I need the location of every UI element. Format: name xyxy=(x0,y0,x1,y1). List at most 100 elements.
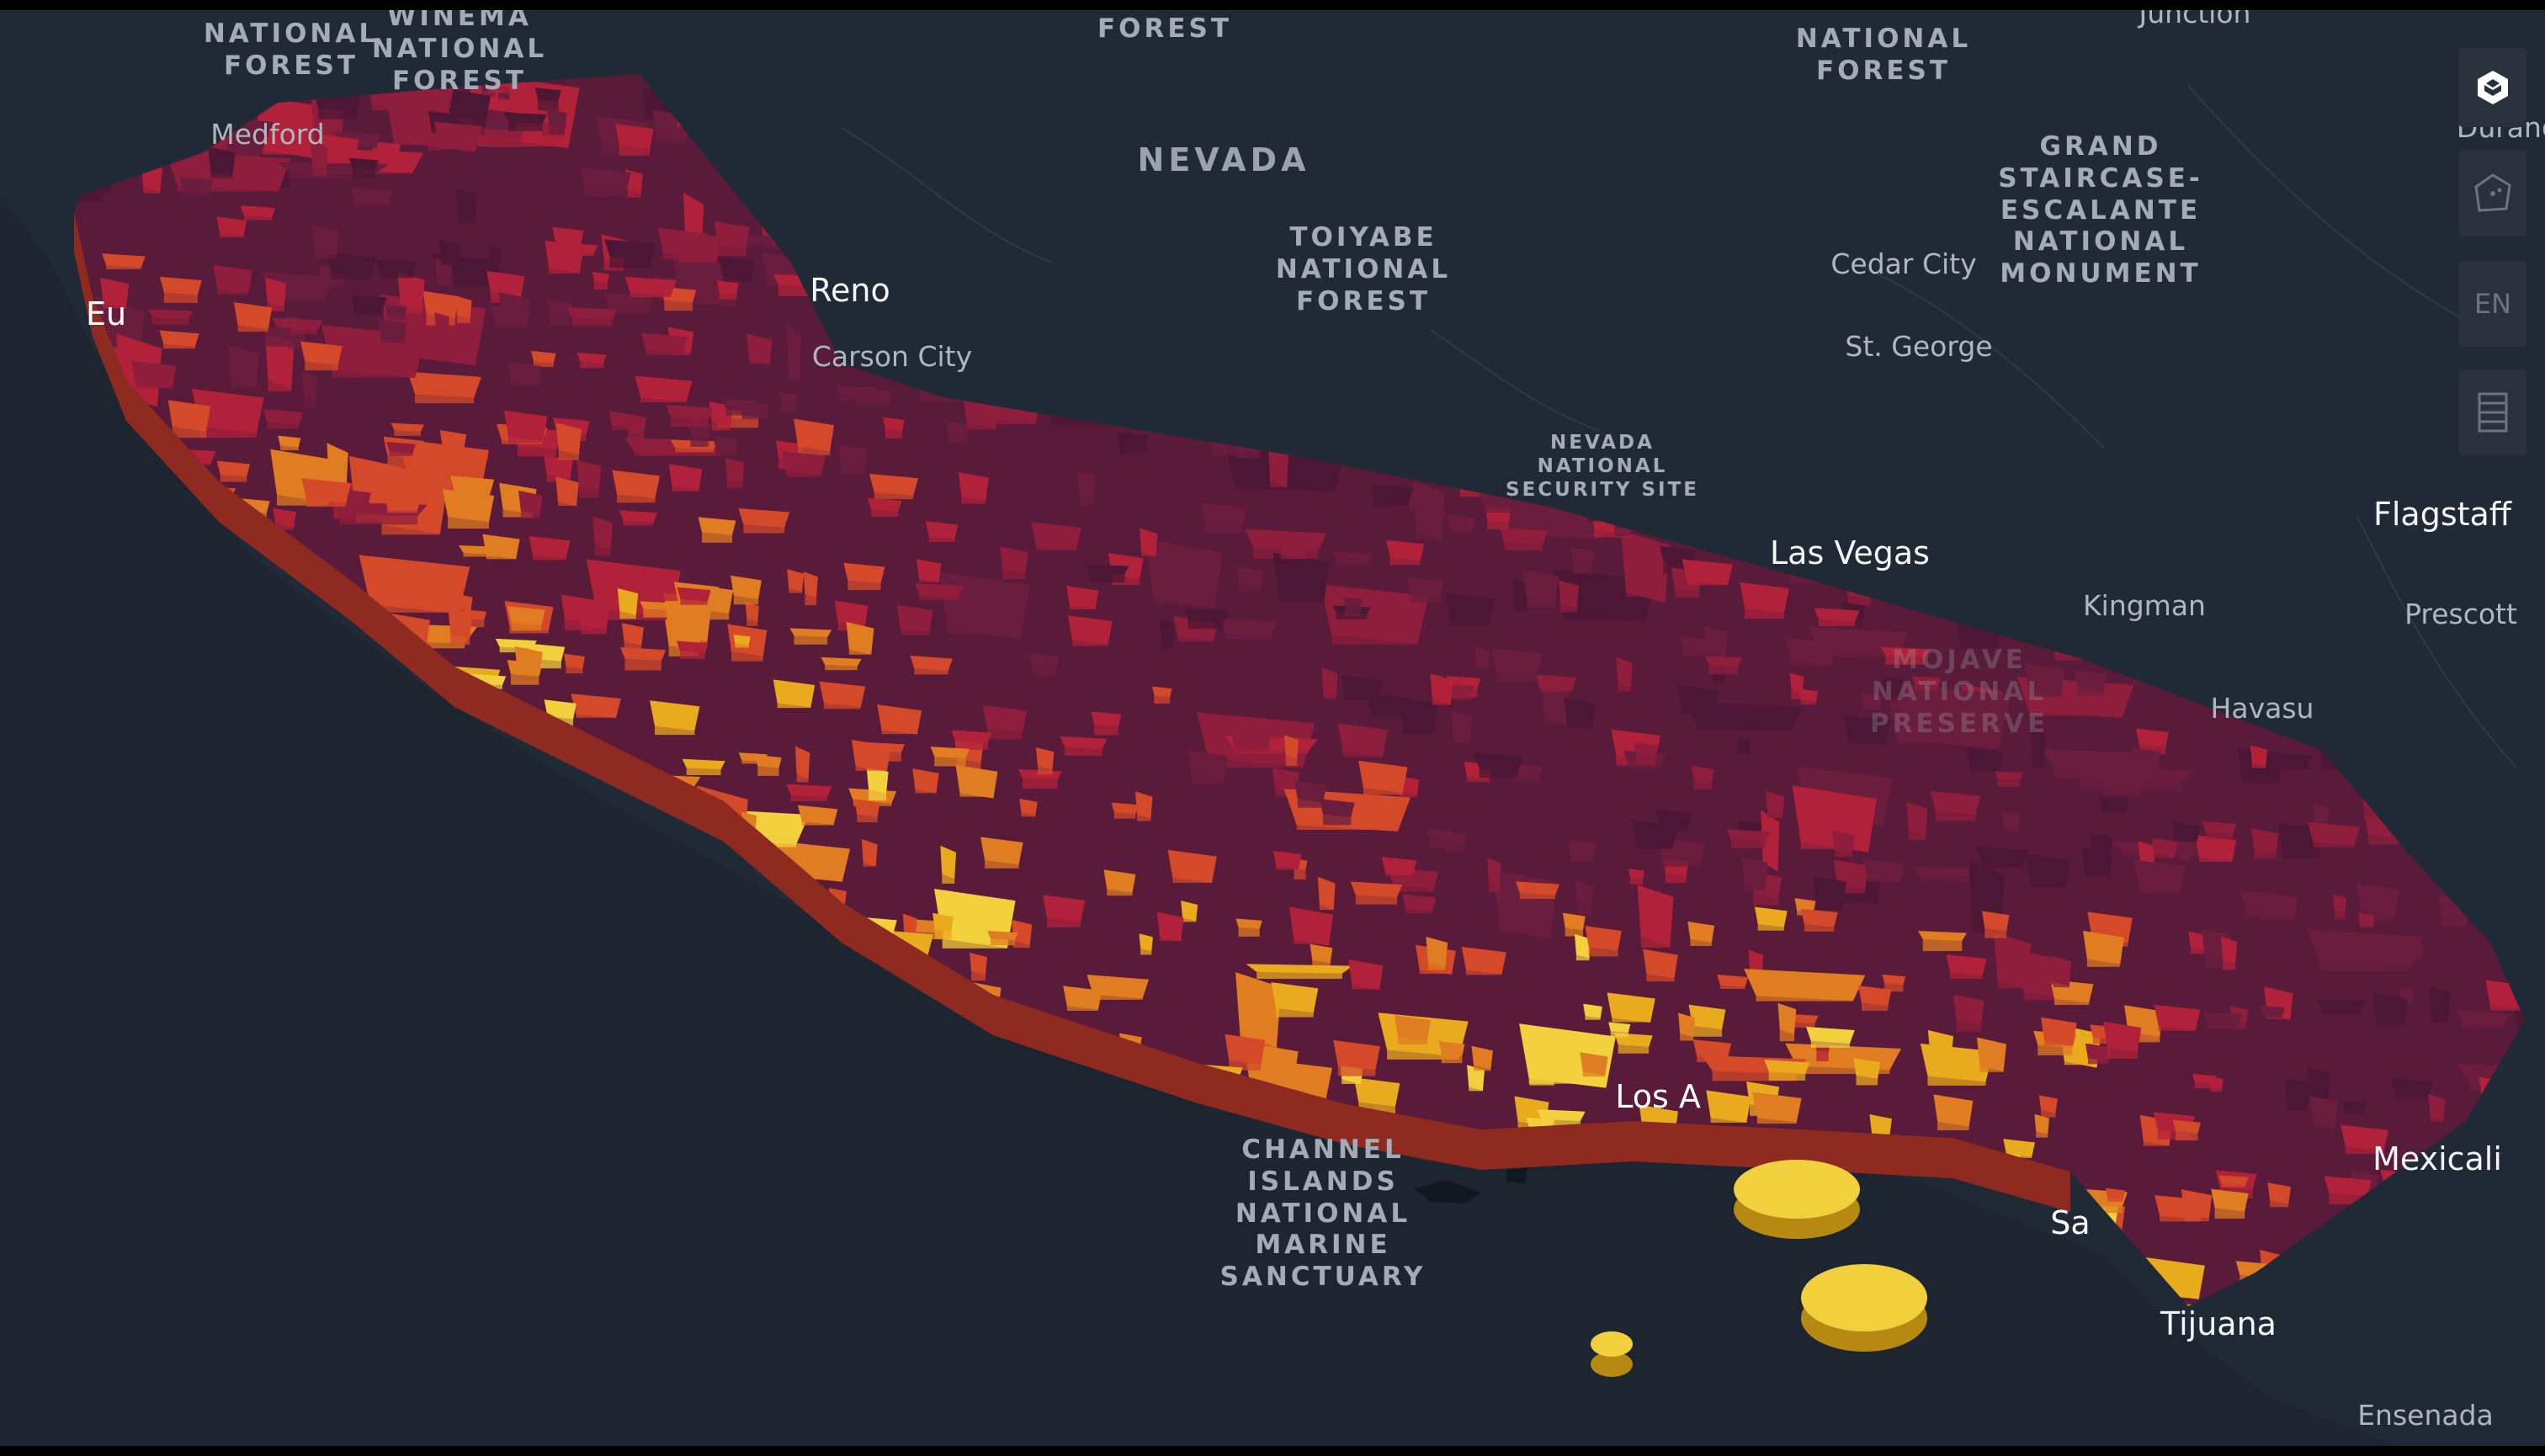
choropleth-cell[interactable] xyxy=(921,1135,951,1145)
choropleth-cell[interactable] xyxy=(700,1172,727,1191)
choropleth-cell[interactable] xyxy=(407,1021,440,1049)
choropleth-cell[interactable] xyxy=(583,1150,598,1177)
choropleth-cell[interactable] xyxy=(2042,748,2160,774)
choropleth-cell[interactable] xyxy=(592,516,613,550)
choropleth-cell[interactable] xyxy=(385,305,407,316)
choropleth-cell[interactable] xyxy=(1235,918,1262,929)
choropleth-cell[interactable] xyxy=(524,990,571,1011)
choropleth-cell[interactable] xyxy=(98,707,147,720)
choropleth-cell[interactable] xyxy=(1575,880,1594,907)
choropleth-cell[interactable] xyxy=(1512,577,1529,609)
choropleth-cell[interactable] xyxy=(464,961,485,989)
choropleth-cell[interactable] xyxy=(88,852,125,866)
choropleth-cell[interactable] xyxy=(787,569,805,592)
choropleth-cell[interactable] xyxy=(531,1137,564,1163)
choropleth-cell[interactable] xyxy=(209,582,245,607)
choropleth-cell[interactable] xyxy=(693,995,720,1028)
choropleth-cell[interactable] xyxy=(746,929,774,949)
choropleth-cell[interactable] xyxy=(507,606,545,625)
choropleth-cell[interactable] xyxy=(930,747,970,759)
choropleth-cell[interactable] xyxy=(1019,799,1038,816)
choropleth-cell[interactable] xyxy=(515,837,549,864)
choropleth-cell[interactable] xyxy=(68,815,105,829)
choropleth-cell[interactable] xyxy=(2356,883,2399,917)
choropleth-cell[interactable] xyxy=(1869,1113,1892,1137)
choropleth-cell[interactable] xyxy=(398,1249,429,1281)
choropleth-cell[interactable] xyxy=(2100,772,2147,792)
choropleth-cell[interactable] xyxy=(1430,673,1453,705)
choropleth-cell[interactable] xyxy=(362,1209,396,1238)
choropleth-cell[interactable] xyxy=(2154,1004,2201,1030)
choropleth-cell[interactable] xyxy=(733,634,751,646)
choropleth-cell[interactable] xyxy=(1522,570,1559,602)
choropleth-cell[interactable] xyxy=(1794,898,1816,913)
choropleth-cell[interactable] xyxy=(305,1216,422,1281)
choropleth-cell[interactable] xyxy=(940,845,957,879)
choropleth-cell[interactable] xyxy=(54,437,71,463)
choropleth-cell[interactable] xyxy=(1744,969,1866,1002)
choropleth-cell[interactable] xyxy=(310,846,325,856)
choropleth-cell[interactable] xyxy=(813,1022,842,1037)
choropleth-cell[interactable] xyxy=(762,1283,786,1299)
choropleth-cell[interactable] xyxy=(375,259,418,272)
choropleth-cell[interactable] xyxy=(482,1183,519,1195)
choropleth-cell[interactable] xyxy=(382,1193,417,1223)
choropleth-cell[interactable] xyxy=(1446,676,1481,688)
choropleth-cell[interactable] xyxy=(417,1012,432,1041)
choropleth-cell[interactable] xyxy=(1985,1297,2013,1330)
choropleth-cell[interactable] xyxy=(2105,1188,2126,1200)
choropleth-cell[interactable] xyxy=(1558,1176,1581,1193)
choropleth-cell[interactable] xyxy=(2074,670,2107,690)
choropleth-cell[interactable] xyxy=(1438,1041,1465,1057)
choropleth-cell[interactable] xyxy=(442,489,495,523)
choropleth-cell[interactable] xyxy=(72,1011,139,1070)
choropleth-cell[interactable] xyxy=(474,1060,555,1109)
choropleth-cell[interactable] xyxy=(1042,895,1086,922)
choropleth-cell[interactable] xyxy=(2284,1077,2310,1108)
choropleth-cell[interactable] xyxy=(2211,1188,2249,1212)
choropleth-cell[interactable] xyxy=(1570,547,1595,566)
choropleth-cell[interactable] xyxy=(68,517,151,555)
choropleth-cell[interactable] xyxy=(2251,828,2279,854)
choropleth-cell[interactable] xyxy=(749,988,802,1021)
choropleth-cell[interactable] xyxy=(233,302,273,330)
choropleth-cell[interactable] xyxy=(857,1102,873,1129)
choropleth-cell[interactable] xyxy=(877,704,922,735)
choropleth-cell[interactable] xyxy=(619,510,658,523)
choropleth-cell[interactable] xyxy=(1205,728,1220,747)
choropleth-cell[interactable] xyxy=(486,271,525,297)
choropleth-cell[interactable] xyxy=(1608,1022,1631,1034)
choropleth-cell[interactable] xyxy=(276,1055,325,1073)
choropleth-cell[interactable] xyxy=(1692,1039,1732,1060)
choropleth-cell[interactable] xyxy=(1289,906,1334,946)
choropleth-cell[interactable] xyxy=(361,911,395,946)
choropleth-cell[interactable] xyxy=(673,1231,718,1243)
choropleth-cell[interactable] xyxy=(585,1125,614,1135)
choropleth-cell[interactable] xyxy=(2218,1175,2249,1185)
choropleth-cell[interactable] xyxy=(166,775,193,791)
choropleth-cell[interactable] xyxy=(999,546,1028,573)
choropleth-cell[interactable] xyxy=(1235,566,1265,586)
choropleth-cell[interactable] xyxy=(359,1288,376,1305)
choropleth-cell[interactable] xyxy=(120,827,150,854)
choropleth-cell[interactable] xyxy=(2135,728,2170,747)
choropleth-cell[interactable] xyxy=(108,1104,158,1165)
choropleth-cell[interactable] xyxy=(1278,534,1310,555)
choropleth-cell[interactable] xyxy=(52,460,93,480)
choropleth-cell[interactable] xyxy=(1477,1300,1519,1325)
choropleth-cell[interactable] xyxy=(116,631,141,659)
choropleth-cell[interactable] xyxy=(1682,559,1734,586)
choropleth-cell[interactable] xyxy=(1365,1314,1395,1340)
choropleth-cell[interactable] xyxy=(592,272,610,283)
choropleth-cell[interactable] xyxy=(189,681,234,709)
choropleth-cell[interactable] xyxy=(324,1224,359,1246)
choropleth-cell[interactable] xyxy=(1488,1292,1511,1316)
choropleth-cell[interactable] xyxy=(1402,894,1437,911)
choropleth-cell[interactable] xyxy=(851,740,891,772)
choropleth-cell[interactable] xyxy=(301,478,351,504)
choropleth-cell[interactable] xyxy=(397,272,425,310)
choropleth-cell[interactable] xyxy=(854,1097,881,1109)
choropleth-cell[interactable] xyxy=(192,389,264,433)
choropleth-cell[interactable] xyxy=(494,1151,528,1172)
choropleth-cell[interactable] xyxy=(836,1279,881,1299)
